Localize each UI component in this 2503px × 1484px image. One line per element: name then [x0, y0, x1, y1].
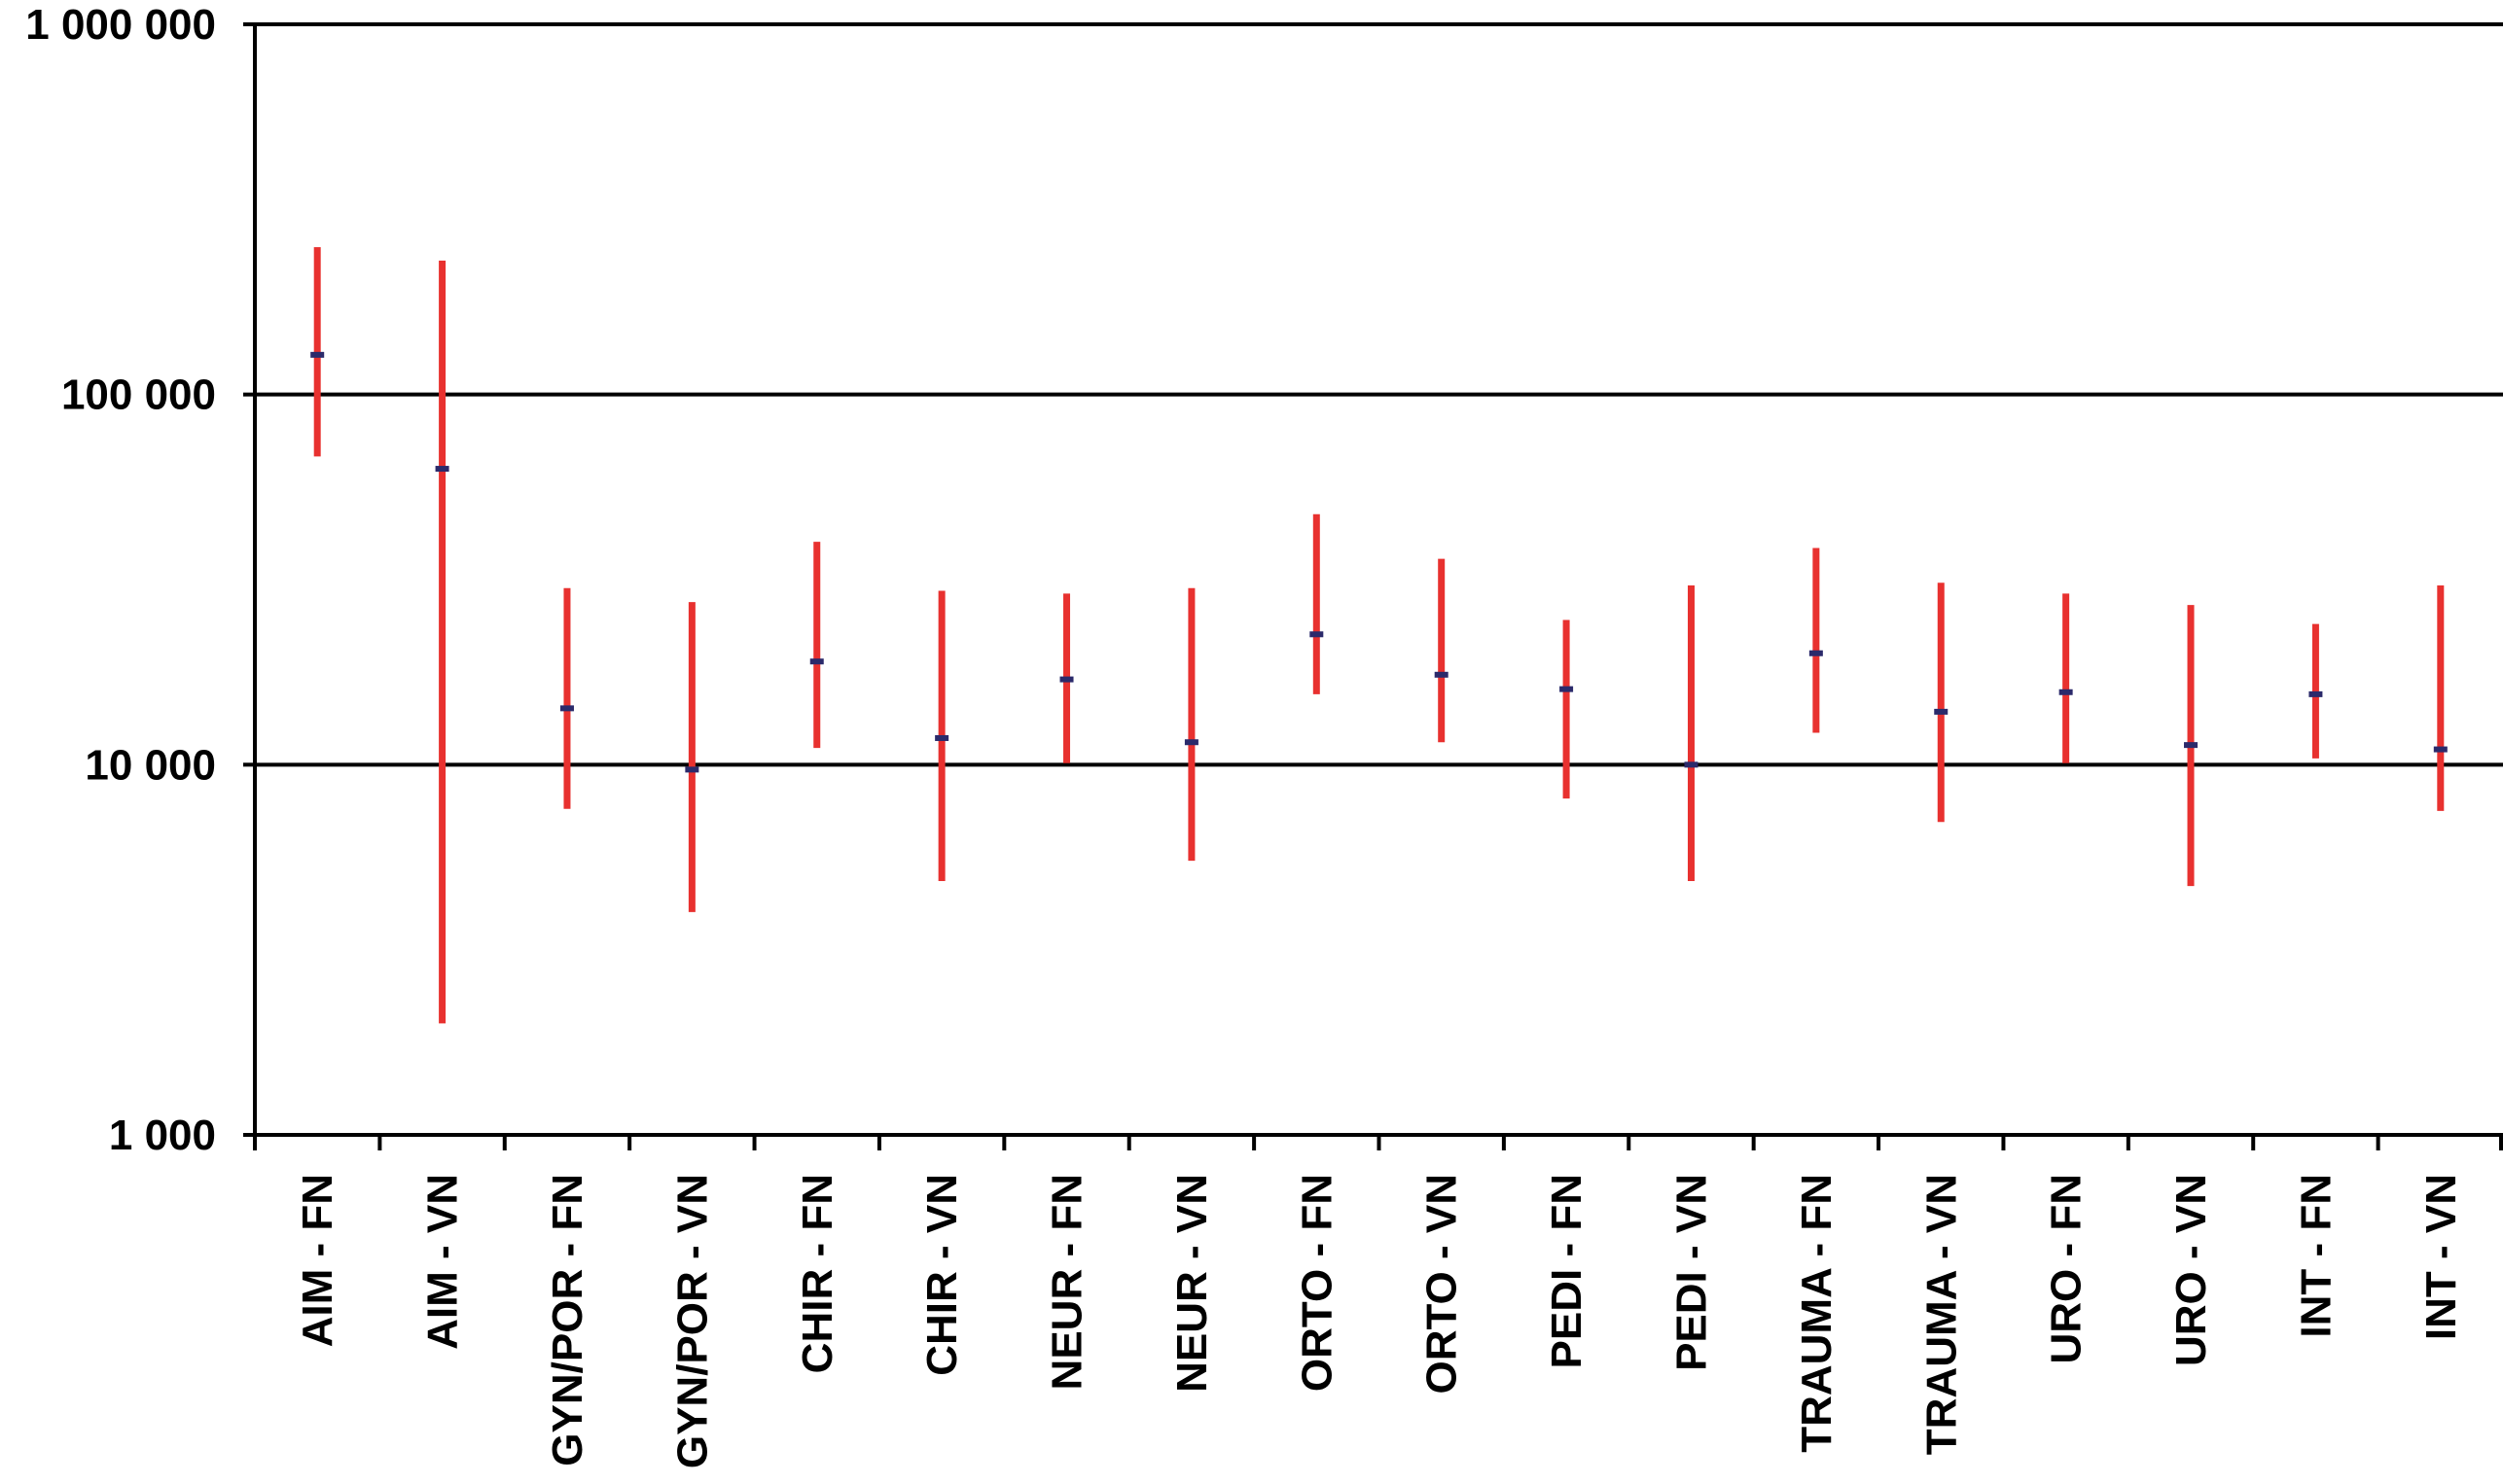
data-point: [935, 734, 949, 741]
data-point: [1059, 676, 1074, 683]
data-point: [1184, 739, 1198, 746]
x-category-label: PEDI - FN: [1543, 1174, 1591, 1368]
data-point: [1934, 708, 1949, 715]
data-point: [559, 705, 574, 712]
data-point: [809, 658, 824, 665]
x-category-label: GYN/POR - VN: [668, 1174, 716, 1468]
y-tick-label: 1 000: [109, 1112, 216, 1159]
data-point: [435, 466, 449, 473]
data-point: [1309, 631, 1324, 638]
x-category-label: TRAUMA - VN: [1917, 1174, 1965, 1455]
x-category-label: URO - FN: [2043, 1174, 2091, 1364]
error-bars: [313, 247, 2445, 1024]
data-point: [2184, 742, 2199, 749]
y-tick-label: 1 000 000: [25, 1, 216, 49]
data-point: [2308, 690, 2323, 697]
x-category-label: CHIR - VN: [918, 1174, 966, 1376]
x-axis-category-labels: AIM - FN AIM - VN GYN/POR - FN GYN/POR - VN…: [294, 1174, 2465, 1468]
x-category-label: PEDI - VN: [1667, 1174, 1715, 1371]
x-category-label: INT - VN: [2417, 1174, 2465, 1340]
data-point: [1808, 650, 1823, 656]
data-point: [2058, 689, 2073, 695]
data-point: [1684, 761, 1698, 768]
y-tick-label: 100 000: [61, 371, 216, 419]
data-point: [685, 766, 699, 773]
x-category-label: INT - FN: [2292, 1174, 2340, 1338]
data-points: [310, 351, 2448, 773]
axes: [243, 22, 2503, 1150]
data-point: [310, 351, 325, 358]
gridlines: [255, 22, 2503, 767]
x-category-label: ORTO - VN: [1418, 1174, 1466, 1395]
x-category-label: URO - VN: [2167, 1174, 2215, 1366]
x-category-label: ORTO - FN: [1293, 1174, 1341, 1392]
data-point: [1434, 671, 1448, 678]
x-category-label: GYN/POR - FN: [544, 1174, 591, 1466]
data-point: [1559, 686, 1574, 692]
x-category-label: NEUR - FN: [1044, 1174, 1091, 1390]
x-category-label: AIM - FN: [294, 1174, 341, 1347]
x-category-label: AIM - VN: [419, 1174, 467, 1350]
x-category-label: CHIR - FN: [794, 1174, 841, 1373]
x-category-label: NEUR - VN: [1168, 1174, 1216, 1393]
y-tick-label: 10 000: [85, 741, 216, 789]
y-axis-tick-labels: 1 000 10 000 100 000 1 000 000: [25, 1, 216, 1159]
data-point: [2433, 746, 2448, 753]
x-category-label: TRAUMA - FN: [1793, 1174, 1841, 1453]
